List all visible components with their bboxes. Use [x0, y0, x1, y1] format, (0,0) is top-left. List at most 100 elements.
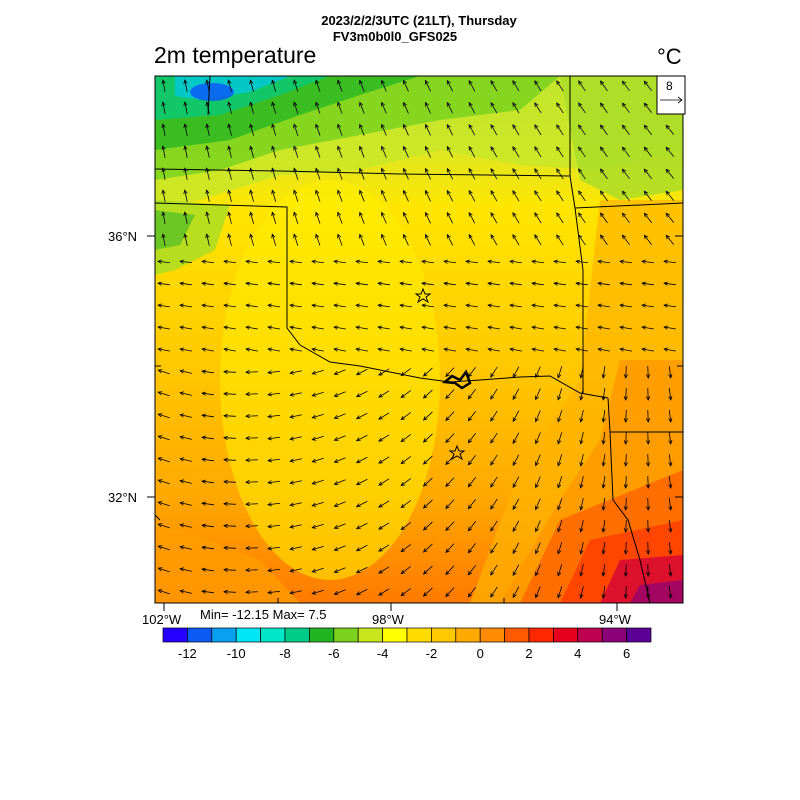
wind-vector	[378, 588, 390, 596]
wind-vector-head	[512, 417, 517, 423]
wind-vector-head	[333, 325, 339, 330]
wind-vector-head	[359, 167, 363, 173]
wind-vector-head	[355, 481, 361, 486]
wind-vector-head	[599, 190, 605, 196]
wind-vector-head	[201, 479, 206, 484]
wind-vector-head	[424, 211, 429, 217]
wind-vector-head	[445, 438, 450, 444]
wind-vector-head	[579, 571, 584, 577]
wind-vector-head	[289, 524, 295, 529]
wind-vector	[557, 410, 563, 422]
wind-vector-head	[201, 501, 206, 506]
wind-vector	[158, 589, 170, 595]
wind-vector	[510, 348, 522, 352]
wind-vector	[467, 587, 477, 597]
wind-vector-head	[623, 484, 628, 489]
wind-vector-head	[378, 525, 383, 530]
wind-vector-head	[157, 391, 163, 396]
wind-vector-head	[443, 325, 449, 330]
wind-vector-head	[575, 325, 581, 330]
wind-vector	[534, 102, 542, 114]
wind-vector-head	[619, 325, 625, 330]
wind-vector	[466, 304, 478, 308]
wind-vector-head	[223, 545, 228, 550]
wind-vector	[467, 367, 477, 377]
wind-vector-head	[399, 303, 405, 308]
wind-vector	[490, 234, 498, 246]
wind-vector-head	[337, 189, 342, 195]
wind-vector-head	[289, 568, 295, 573]
wind-vector-head	[668, 572, 673, 577]
wind-vector	[403, 124, 409, 136]
wind-vector-head	[467, 570, 473, 576]
wind-vector	[334, 457, 346, 463]
wind-vector-head	[289, 281, 294, 286]
wind-vector	[602, 564, 606, 576]
wind-vector-head	[311, 436, 317, 441]
colorbar-box	[333, 627, 359, 643]
wind-vector-head	[377, 281, 382, 286]
wind-vector-head	[337, 123, 342, 129]
wind-vector	[556, 146, 564, 158]
wind-vector-head	[443, 281, 448, 286]
wind-vector-head	[578, 80, 583, 86]
wind-vector-head	[621, 80, 627, 86]
wind-vector-head	[531, 303, 537, 308]
wind-vector-head	[179, 523, 185, 528]
wind-vector-head	[399, 347, 405, 352]
wind-vector	[554, 304, 566, 308]
wind-vector	[158, 369, 170, 375]
wind-vector	[668, 431, 672, 445]
wind-vector	[267, 436, 281, 440]
wind-vector-head	[311, 281, 316, 286]
wind-vector	[312, 348, 324, 352]
wind-vector	[403, 146, 409, 158]
wind-vector-head	[446, 211, 451, 217]
wind-vector	[334, 545, 346, 551]
wind-vector	[620, 304, 632, 308]
wind-vector	[490, 542, 498, 554]
wind-vector	[315, 234, 321, 246]
wind-vector-head	[355, 569, 361, 574]
wind-vector	[202, 568, 214, 572]
wind-vector-head	[403, 123, 407, 129]
wind-vector-head	[467, 592, 473, 598]
wind-vector	[512, 102, 520, 114]
wind-vector	[423, 411, 433, 421]
wind-vector	[158, 523, 170, 529]
wind-vector	[643, 213, 653, 223]
wind-vector-head	[179, 303, 185, 308]
wind-vector-head	[487, 325, 493, 330]
wind-vector-head	[337, 101, 342, 107]
wind-vector	[490, 212, 498, 224]
wind-vector	[315, 212, 321, 224]
wind-vector	[202, 414, 214, 418]
wind-vector-head	[446, 79, 451, 85]
wind-vector-head	[579, 373, 584, 379]
wind-vector	[465, 260, 479, 264]
wind-vector-head	[355, 281, 360, 286]
wind-vector-head	[465, 325, 471, 330]
wind-vector-head	[289, 414, 295, 419]
wind-vector	[223, 393, 237, 395]
wind-vector-head	[400, 569, 406, 575]
wind-vector	[557, 432, 563, 444]
wind-vector	[180, 590, 192, 594]
wind-vector	[512, 476, 520, 488]
wind-vector	[423, 565, 433, 575]
wind-vector	[246, 304, 258, 308]
wind-vector-head	[311, 458, 317, 463]
wind-vector	[311, 260, 325, 264]
wind-vector	[535, 520, 541, 532]
wind-vector-head	[535, 593, 539, 599]
wind-vector-head	[601, 462, 606, 467]
wind-vector	[399, 260, 413, 264]
wind-vector	[381, 190, 387, 202]
wind-vector	[535, 454, 541, 466]
wind-vector-head	[534, 234, 539, 239]
colorbar-tick-label: -10	[227, 646, 246, 661]
wind-vector	[356, 544, 368, 552]
wind-vector-head	[157, 501, 163, 506]
wind-vector	[668, 409, 672, 423]
wind-vector	[490, 520, 498, 532]
